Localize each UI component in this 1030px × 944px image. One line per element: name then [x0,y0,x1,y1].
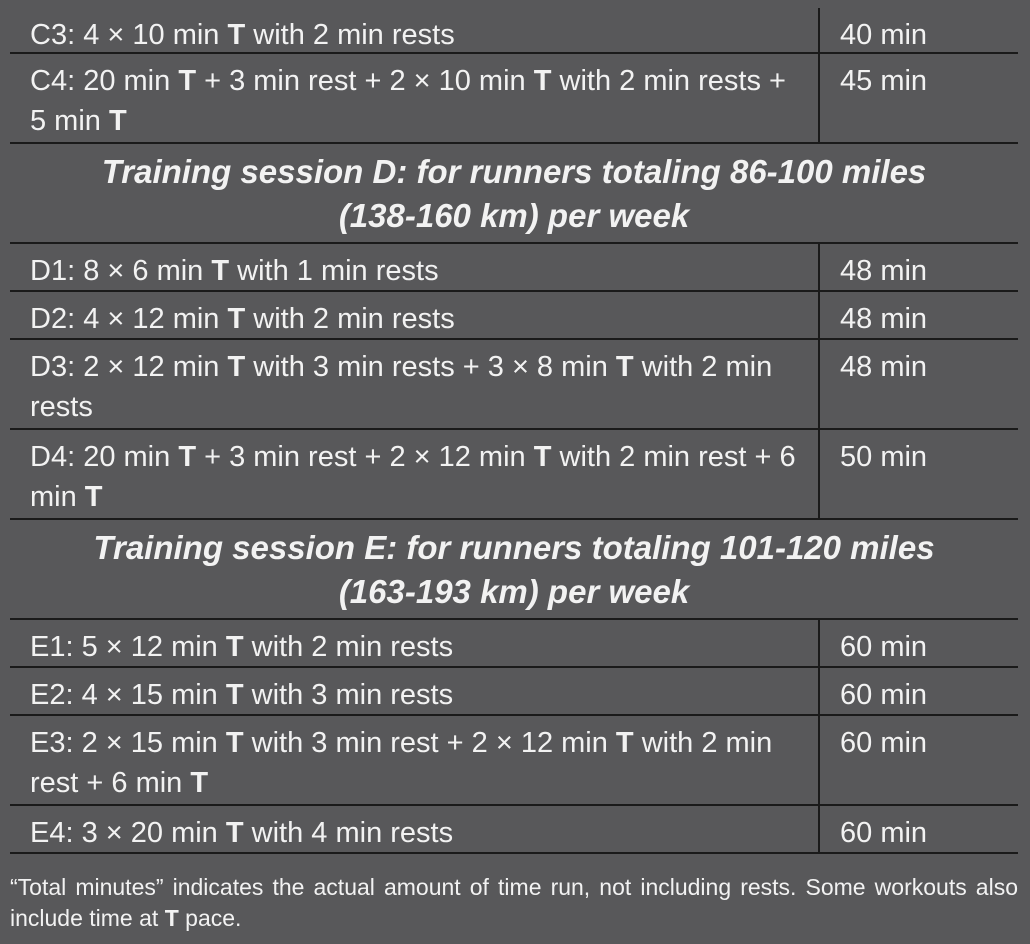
pace-marker: T [227,303,246,335]
pace-marker: T [190,767,209,799]
footnote-text: “Total minutes” indicates the actual amo… [10,874,1018,931]
table-row: C3: 4 × 10 min T with 2 min rests 40 min [10,8,1018,54]
workout-text: + 3 min rest + 2 × 10 min [196,65,534,97]
pace-marker: T [225,679,244,711]
pace-marker: T [225,631,244,663]
workout-text: with 3 min rests [243,679,454,711]
footnote-bold: T [164,905,179,931]
total-minutes: 48 min [840,351,928,383]
pace-marker: T [533,441,552,473]
pace-marker: T [225,817,244,849]
pace-marker: T [178,441,197,473]
pace-marker: T [225,727,244,759]
total-minutes: 60 min [840,817,928,849]
workout-table: C3: 4 × 10 min T with 2 min rests 40 min … [10,8,1018,854]
table-row: D2: 4 × 12 min T with 2 min rests 48 min [10,292,1018,340]
section-heading-e: Training session E: for runners totaling… [10,520,1018,620]
workout-text: 5 × 12 min [81,631,226,663]
workout-description: E3: 2 × 15 min T with 3 min rest + 2 × 1… [10,716,820,804]
workout-text: 8 × 6 min [83,255,212,287]
workout-description: D4: 20 min T + 3 min rest + 2 × 12 min T… [10,430,820,518]
total-minutes: 60 min [840,679,928,711]
table-row: E4: 3 × 20 min T with 4 min rests 60 min [10,806,1018,854]
section-heading-line: (138-160 km) per week [338,197,690,234]
total-minutes: 48 min [840,303,928,335]
total-minutes: 48 min [840,255,928,287]
workout-text: + 3 min rest + 2 × 12 min [196,441,534,473]
workout-description: E2: 4 × 15 min T with 3 min rests [10,668,820,714]
pace-marker: T [108,105,127,137]
workout-text: 20 min [83,65,179,97]
workout-description: E4: 3 × 20 min T with 4 min rests [10,806,820,852]
section-heading-line: Training session D: for runners totaling… [101,153,927,190]
workout-text: 4 × 12 min [83,303,228,335]
workout-text: with 2 min rests + 5 min [30,65,786,137]
section-heading-d: Training session D: for runners totaling… [10,144,1018,244]
pace-marker: T [533,65,552,97]
pace-marker: T [211,255,230,287]
workout-text: with 2 min rest + 6 min [30,727,773,799]
workout-code: C3: [30,19,76,51]
pace-marker: T [227,19,246,51]
workout-text: 2 × 15 min [81,727,226,759]
workout-text: 3 × 20 min [81,817,226,849]
pace-marker: T [227,351,246,383]
workout-code: E4: [30,817,74,849]
total-minutes: 60 min [840,631,928,663]
workout-code: D1: [30,255,76,287]
section-heading-line: (163-193 km) per week [338,573,690,610]
workout-text: with 4 min rests [243,817,454,849]
workout-code: E3: [30,727,74,759]
workout-description: C4: 20 min T + 3 min rest + 2 × 10 min T… [10,54,820,142]
footnote-text-end: pace. [178,905,242,931]
pace-marker: T [84,481,103,513]
workout-code: D3: [30,351,76,383]
pace-marker: T [615,727,634,759]
total-minutes: 50 min [840,441,928,473]
workout-text: with 2 min rests [245,19,455,51]
pace-marker: T [178,65,197,97]
table-row: E2: 4 × 15 min T with 3 min rests 60 min [10,668,1018,716]
workout-description: E1: 5 × 12 min T with 2 min rests [10,620,820,666]
workout-description: D1: 8 × 6 min T with 1 min rests [10,244,820,290]
table-row: E1: 5 × 12 min T with 2 min rests 60 min [10,620,1018,668]
table-row: D4: 20 min T + 3 min rest + 2 × 12 min T… [10,430,1018,520]
workout-description: D2: 4 × 12 min T with 2 min rests [10,292,820,338]
workout-text: 4 × 10 min [83,19,228,51]
table-row: D1: 8 × 6 min T with 1 min rests 48 min [10,244,1018,292]
table-row: C4: 20 min T + 3 min rest + 2 × 10 min T… [10,54,1018,144]
workout-text: 2 × 12 min [83,351,228,383]
workout-description: D3: 2 × 12 min T with 3 min rests + 3 × … [10,340,820,428]
table-row: D3: 2 × 12 min T with 3 min rests + 3 × … [10,340,1018,430]
workout-text: 20 min [83,441,179,473]
section-heading-line: Training session E: for runners totaling… [93,529,935,566]
workout-text: with 3 min rest + 2 × 12 min [243,727,616,759]
workout-code: E2: [30,679,74,711]
workout-code: D2: [30,303,76,335]
workout-text: 4 × 15 min [81,679,226,711]
workout-code: D4: [30,441,76,473]
table-row: E3: 2 × 15 min T with 3 min rest + 2 × 1… [10,716,1018,806]
total-minutes: 45 min [840,65,928,97]
pace-marker: T [615,351,634,383]
workout-code: E1: [30,631,74,663]
workout-text: with 3 min rests + 3 × 8 min [245,351,616,383]
workout-text: with 2 min rests [30,351,773,423]
workout-text: with 1 min rests [229,255,439,287]
footnote: “Total minutes” indicates the actual amo… [10,872,1018,934]
workout-text: with 2 min rest + 6 min [30,441,796,513]
total-minutes: 60 min [840,727,928,759]
total-minutes: 40 min [840,19,928,51]
workout-text: with 2 min rests [243,631,454,663]
workout-text: with 2 min rests [245,303,455,335]
workout-description: C3: 4 × 10 min T with 2 min rests [10,8,820,52]
workout-code: C4: [30,65,76,97]
